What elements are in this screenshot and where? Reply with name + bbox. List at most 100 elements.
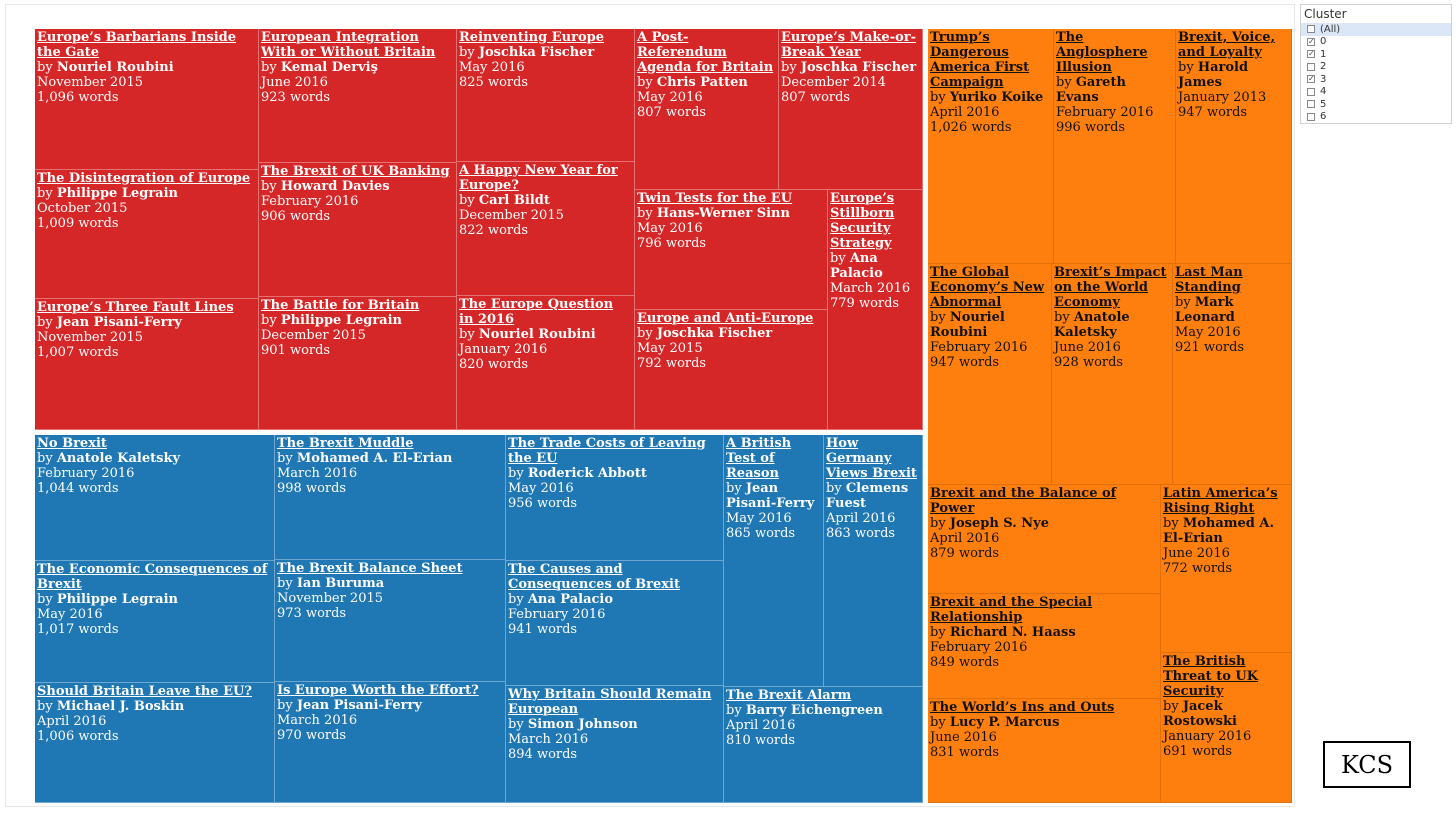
article-title-link[interactable]: Europe’s Make-or-Break Year bbox=[781, 30, 917, 60]
cluster-filter-option-label: 6 bbox=[1320, 111, 1327, 123]
cluster-filter-option[interactable]: ✓ 3 bbox=[1301, 73, 1451, 86]
treemap-tile[interactable]: The Trade Costs of Leaving the EU by Rode… bbox=[506, 435, 724, 561]
treemap-tile[interactable]: The Global Economy’s New Abnormal by Nour… bbox=[928, 264, 1052, 485]
treemap-tile[interactable]: The Brexit Muddle by Mohamed A. El-Erian M… bbox=[275, 435, 506, 560]
article-word-count: 996 words bbox=[1056, 120, 1126, 135]
article-title-link[interactable]: A British Test of Reason bbox=[726, 436, 792, 481]
treemap-tile[interactable]: Europe and Anti-Europe by Joschka Fischer… bbox=[635, 310, 828, 430]
article-title-link[interactable]: The Brexit Balance Sheet bbox=[277, 561, 463, 576]
treemap-tile[interactable]: The Causes and Consequences of Brexit by … bbox=[506, 561, 724, 686]
treemap-tile[interactable]: The Economic Consequences of Brexit by Ph… bbox=[35, 561, 275, 683]
article-word-count: 691 words bbox=[1163, 744, 1233, 759]
treemap-tile[interactable]: Last Man Standing by Mark Leonard May 2016… bbox=[1173, 264, 1292, 485]
article-title-link[interactable]: Europe’s Barbarians Inside the Gate bbox=[37, 30, 237, 60]
article-title-link[interactable]: No Brexit bbox=[37, 436, 107, 451]
article-title-link[interactable]: Brexit and the Special Relationship bbox=[930, 595, 1093, 625]
checkbox[interactable] bbox=[1307, 62, 1315, 71]
article-title-link[interactable]: Trump’s Dangerous America First Campaign bbox=[930, 30, 1030, 90]
article-title-link[interactable]: Last Man Standing bbox=[1175, 265, 1243, 295]
treemap-tile[interactable]: Is Europe Worth the Effort? by Jean Pisan… bbox=[275, 682, 506, 803]
treemap-tile[interactable]: How Germany Views Brexit by Clemens Fuest… bbox=[824, 435, 923, 687]
treemap-tile[interactable]: Reinventing Europe by Joschka Fischer May … bbox=[457, 29, 635, 162]
article-title-link[interactable]: A Post-Referendum Agenda for Britain bbox=[637, 30, 774, 75]
checkbox[interactable]: ✓ bbox=[1307, 36, 1315, 46]
article-title-link[interactable]: The British Threat to UK Security bbox=[1163, 654, 1259, 699]
article-title-link[interactable]: Is Europe Worth the Effort? bbox=[277, 683, 479, 698]
article-title-link[interactable]: The Europe Question in 2016 bbox=[459, 297, 614, 327]
treemap-tile[interactable]: Why Britain Should Remain European by Sim… bbox=[506, 686, 724, 803]
cluster-filter-option[interactable]: ✓ 1 bbox=[1301, 48, 1451, 61]
treemap-tile[interactable]: Europe’s Stillborn Security Strategy by A… bbox=[828, 190, 923, 430]
article-word-count: 1,026 words bbox=[930, 120, 1012, 135]
treemap-tile[interactable]: A Post-Referendum Agenda for Britain by C… bbox=[635, 29, 779, 190]
article-author: Joschka Fischer bbox=[800, 60, 917, 75]
article-title-link[interactable]: The Global Economy’s New Abnormal bbox=[930, 265, 1045, 310]
article-title-link[interactable]: Europe’s Stillborn Security Strategy bbox=[830, 191, 895, 251]
treemap-tile[interactable]: The Disintegration of Europe by Philippe … bbox=[35, 170, 259, 299]
article-title-link[interactable]: The Brexit Alarm bbox=[726, 688, 852, 703]
cluster-filter-option[interactable]: 2 bbox=[1301, 61, 1451, 74]
checkbox[interactable]: ✓ bbox=[1307, 74, 1315, 84]
treemap-tile[interactable]: The Europe Question in 2016 by Nouriel Ro… bbox=[457, 296, 635, 430]
article-title-link[interactable]: The Trade Costs of Leaving the EU bbox=[508, 436, 706, 466]
article-title-link[interactable]: European Integration With or Without Bri… bbox=[261, 30, 436, 60]
treemap-tile[interactable]: The World’s Ins and Outs by Lucy P. Marcu… bbox=[928, 699, 1161, 803]
treemap-tile[interactable]: Twin Tests for the EU by Hans-Werner Sinn… bbox=[635, 190, 828, 310]
article-title-link[interactable]: Reinventing Europe bbox=[459, 30, 604, 45]
article-title-link[interactable]: The Causes and Consequences of Brexit bbox=[508, 562, 680, 592]
cluster-filter-option-label: 3 bbox=[1320, 73, 1327, 85]
article-title-link[interactable]: Latin America’s Rising Right bbox=[1163, 486, 1278, 516]
article-title-link[interactable]: The Disintegration of Europe bbox=[37, 171, 251, 186]
article-title-link[interactable]: Brexit’s Impact on the World Economy bbox=[1054, 265, 1167, 310]
treemap-tile[interactable]: Brexit, Voice, and Loyalty by Harold Jame… bbox=[1176, 29, 1292, 264]
cluster-filter-option[interactable]: 5 bbox=[1301, 98, 1451, 111]
treemap-tile[interactable]: Brexit and the Special Relationship by Ri… bbox=[928, 594, 1161, 699]
treemap-tile[interactable]: Brexit and the Balance of Power by Joseph… bbox=[928, 485, 1161, 594]
checkbox[interactable] bbox=[1307, 87, 1315, 96]
treemap-tile[interactable]: Brexit’s Impact on the World Economy by A… bbox=[1052, 264, 1173, 485]
article-title-link[interactable]: A Happy New Year for Europe? bbox=[459, 163, 618, 193]
article-title-link[interactable]: Europe’s Three Fault Lines bbox=[37, 300, 234, 315]
treemap-tile[interactable]: The Battle for Britain by Philippe Legrai… bbox=[259, 297, 457, 430]
cluster-filter-option[interactable]: (All) bbox=[1301, 23, 1451, 36]
treemap-tile[interactable]: The Brexit Balance Sheet by Ian Buruma Nov… bbox=[275, 560, 506, 682]
article-title-link[interactable]: The Brexit Muddle bbox=[277, 436, 414, 451]
treemap-tile[interactable]: Europe’s Three Fault Lines by Jean Pisani… bbox=[35, 299, 259, 430]
treemap-tile[interactable]: No Brexit by Anatole Kaletsky February 201… bbox=[35, 435, 275, 561]
article-title-link[interactable]: Brexit and the Balance of Power bbox=[930, 486, 1117, 516]
treemap-tile[interactable]: European Integration With or Without Bri… bbox=[259, 29, 457, 163]
cluster-filter-option[interactable]: 6 bbox=[1301, 111, 1451, 124]
article-title-link[interactable]: Twin Tests for the EU bbox=[637, 191, 793, 206]
article-byline: by Hans-Werner Sinn bbox=[637, 206, 825, 221]
article-title-link[interactable]: How Germany Views Brexit bbox=[826, 436, 917, 481]
cluster-filter-option[interactable]: 4 bbox=[1301, 86, 1451, 99]
treemap-tile[interactable]: The Anglosphere Illusion by Gareth Evans F… bbox=[1054, 29, 1176, 264]
treemap-tile[interactable]: Should Britain Leave the EU? by Michael J… bbox=[35, 683, 275, 803]
article-author: Philippe Legrain bbox=[56, 186, 178, 201]
article-title-link[interactable]: The Economic Consequences of Brexit bbox=[37, 562, 268, 592]
article-title-link[interactable]: The Anglosphere Illusion bbox=[1056, 30, 1148, 75]
treemap-tile[interactable]: Europe’s Make-or-Break Year by Joschka Fi… bbox=[779, 29, 923, 190]
article-byline: by Nouriel Roubini bbox=[37, 60, 256, 75]
treemap-tile[interactable]: A British Test of Reason by Jean Pisani-F… bbox=[724, 435, 824, 687]
cluster-filter-option[interactable]: ✓ 0 bbox=[1301, 36, 1451, 49]
article-author: Joseph S. Nye bbox=[949, 516, 1049, 531]
article-title-link[interactable]: The World’s Ins and Outs bbox=[930, 700, 1115, 715]
treemap-tile[interactable]: Europe’s Barbarians Inside the Gate by No… bbox=[35, 29, 259, 170]
checkbox[interactable]: ✓ bbox=[1307, 49, 1315, 59]
checkbox[interactable] bbox=[1307, 100, 1315, 109]
treemap-tile[interactable]: A Happy New Year for Europe? by Carl Bild… bbox=[457, 162, 635, 296]
article-title-link[interactable]: The Battle for Britain bbox=[261, 298, 420, 313]
treemap-tile[interactable]: Trump’s Dangerous America First Campaign… bbox=[928, 29, 1054, 264]
article-title-link[interactable]: Brexit, Voice, and Loyalty bbox=[1178, 30, 1276, 60]
treemap-tile[interactable]: The Brexit Alarm by Barry Eichengreen Apri… bbox=[724, 687, 923, 803]
treemap-tile[interactable]: The Brexit of UK Banking by Howard Davies… bbox=[259, 163, 457, 297]
article-title-link[interactable]: Should Britain Leave the EU? bbox=[37, 684, 252, 699]
treemap-tile[interactable]: The British Threat to UK Security by Jace… bbox=[1161, 653, 1292, 803]
article-title-link[interactable]: Europe and Anti-Europe bbox=[637, 311, 814, 326]
checkbox[interactable] bbox=[1307, 112, 1315, 121]
checkbox[interactable] bbox=[1307, 25, 1315, 34]
article-title-link[interactable]: Why Britain Should Remain European bbox=[508, 687, 712, 717]
treemap-tile[interactable]: Latin America’s Rising Right by Mohamed A… bbox=[1161, 485, 1292, 653]
article-title-link[interactable]: The Brexit of UK Banking bbox=[261, 164, 450, 179]
